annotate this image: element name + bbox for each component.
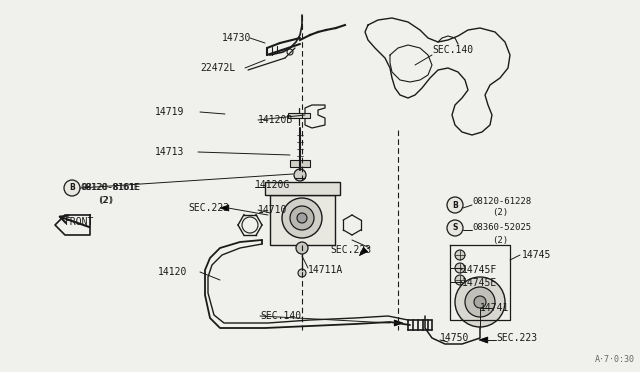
Text: 08120-8161E: 08120-8161E xyxy=(80,183,139,192)
Polygon shape xyxy=(359,247,368,256)
Text: 14710: 14710 xyxy=(258,205,287,215)
Text: 14745: 14745 xyxy=(522,250,552,260)
Circle shape xyxy=(455,250,465,260)
Text: (2): (2) xyxy=(492,208,508,218)
Circle shape xyxy=(298,269,306,277)
Text: 08120-61228: 08120-61228 xyxy=(472,198,531,206)
Circle shape xyxy=(474,296,486,308)
Text: 14713: 14713 xyxy=(155,147,184,157)
Text: 14120B: 14120B xyxy=(258,115,293,125)
Circle shape xyxy=(455,275,465,285)
Circle shape xyxy=(290,206,314,230)
Text: A·7·0:30: A·7·0:30 xyxy=(595,355,635,364)
Circle shape xyxy=(282,198,322,238)
Text: SEC.140: SEC.140 xyxy=(260,311,301,321)
Text: 08360-52025: 08360-52025 xyxy=(472,224,531,232)
Text: 14711A: 14711A xyxy=(308,265,343,275)
Polygon shape xyxy=(270,195,335,245)
Circle shape xyxy=(297,213,307,223)
Text: SEC.223: SEC.223 xyxy=(330,245,371,255)
Polygon shape xyxy=(290,160,310,167)
Circle shape xyxy=(64,180,80,196)
Text: 14730: 14730 xyxy=(222,33,252,43)
Circle shape xyxy=(447,197,463,213)
Text: 14750: 14750 xyxy=(440,333,469,343)
Circle shape xyxy=(296,242,308,254)
Text: FRONT: FRONT xyxy=(65,217,94,227)
Text: 14719: 14719 xyxy=(155,107,184,117)
Text: 14741: 14741 xyxy=(480,303,509,313)
Text: B: B xyxy=(452,201,458,209)
Polygon shape xyxy=(265,182,340,195)
Circle shape xyxy=(455,277,505,327)
Polygon shape xyxy=(220,205,229,211)
Circle shape xyxy=(447,220,463,236)
Text: 08120-8161E: 08120-8161E xyxy=(81,183,140,192)
Text: SEC.223: SEC.223 xyxy=(496,333,537,343)
Text: 14120: 14120 xyxy=(158,267,188,277)
Text: SEC.140: SEC.140 xyxy=(432,45,473,55)
Text: S: S xyxy=(452,224,458,232)
Text: (2): (2) xyxy=(97,196,113,205)
Circle shape xyxy=(455,263,465,273)
Text: (2): (2) xyxy=(98,196,114,205)
Text: (2): (2) xyxy=(492,235,508,244)
Text: SEC.223: SEC.223 xyxy=(188,203,229,213)
Text: 14745E: 14745E xyxy=(462,278,497,288)
Text: 14120G: 14120G xyxy=(255,180,291,190)
Polygon shape xyxy=(288,113,310,118)
Text: 22472L: 22472L xyxy=(200,63,236,73)
Polygon shape xyxy=(394,320,403,326)
Text: 14745F: 14745F xyxy=(462,265,497,275)
Polygon shape xyxy=(479,337,488,343)
Circle shape xyxy=(294,169,306,181)
Circle shape xyxy=(275,183,285,193)
Circle shape xyxy=(320,183,330,193)
Circle shape xyxy=(465,287,495,317)
Text: B: B xyxy=(69,183,75,192)
